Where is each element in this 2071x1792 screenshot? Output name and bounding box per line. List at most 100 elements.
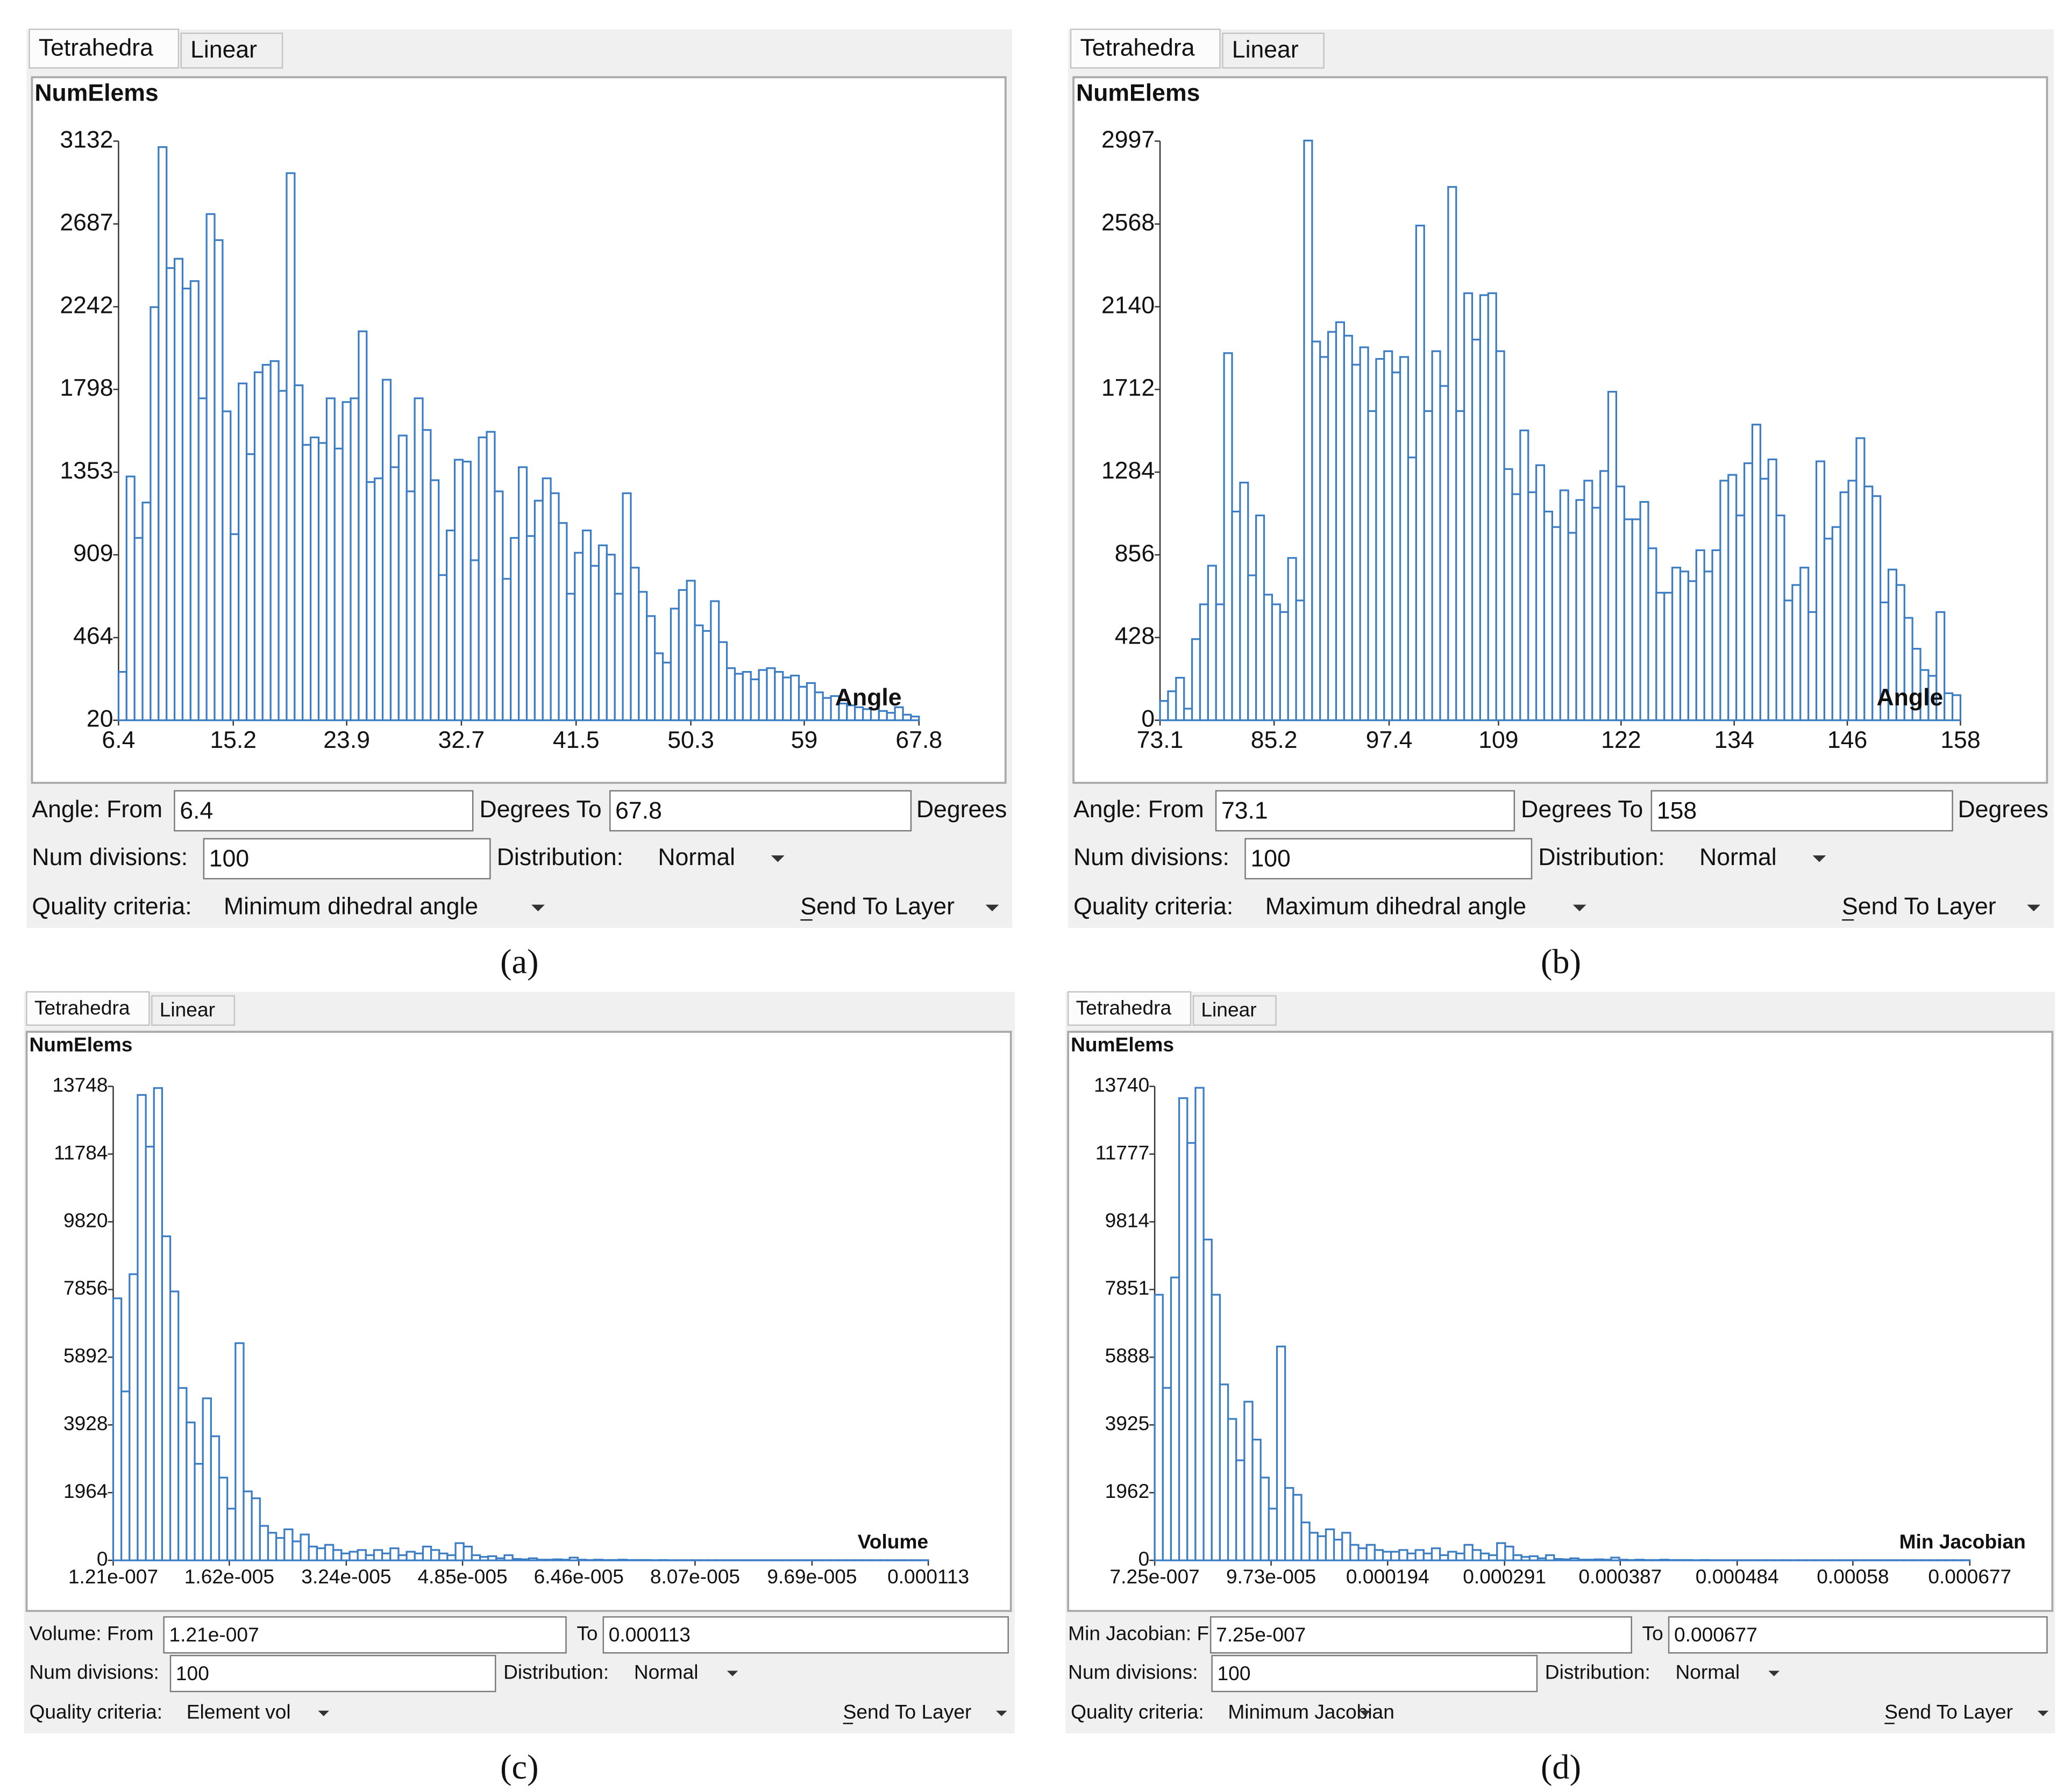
bar [1319, 356, 1329, 722]
x-tick-label: 7.25e-007 [1110, 1565, 1200, 1588]
bar [333, 447, 344, 722]
bar [397, 434, 408, 722]
bar [870, 708, 880, 722]
x-tick-label: 3.24e-005 [301, 1565, 391, 1588]
tab-label: Linear [190, 37, 257, 63]
bar [125, 475, 136, 722]
x-tick-label: 0.000484 [1696, 1565, 1779, 1588]
bar [1807, 611, 1818, 722]
bar [1373, 1549, 1384, 1561]
text-field[interactable] [1209, 1616, 1632, 1654]
criteria-value[interactable]: Maximum dihedral angle [1265, 894, 1526, 920]
bar [1847, 480, 1858, 722]
send-to-layer[interactable]: Send To Layer [1842, 894, 1996, 920]
bar [381, 1552, 392, 1561]
bar [469, 559, 480, 722]
bar [1479, 1552, 1490, 1561]
bar [197, 397, 208, 722]
bar [1479, 294, 1489, 722]
tab[interactable] [180, 32, 283, 69]
x-tick-label: 23.9 [323, 727, 370, 753]
x-tick-label: 134 [1714, 727, 1754, 753]
bar [1439, 1554, 1449, 1561]
send-to-layer[interactable]: Send To Layer [1884, 1701, 2013, 1723]
bar [622, 492, 632, 722]
distribution-label: Distribution: [497, 844, 623, 870]
y-axis-label: NumElems [29, 1033, 132, 1056]
send-to-layer[interactable]: Send To Layer [800, 894, 955, 920]
tab[interactable] [1070, 28, 1221, 69]
bar [670, 608, 680, 722]
tab[interactable] [1192, 995, 1277, 1026]
bar [1263, 594, 1273, 722]
bar [218, 1476, 229, 1561]
text-field[interactable] [609, 790, 912, 832]
text-field[interactable] [174, 790, 474, 832]
y-axis-label: NumElems [34, 80, 158, 106]
criteria-value[interactable]: Element vol [187, 1701, 291, 1723]
bar [446, 529, 456, 722]
bar [814, 691, 824, 722]
bar [494, 490, 504, 722]
y-tick-label: 11777 [1095, 1141, 1149, 1163]
text-field[interactable] [1244, 838, 1533, 880]
divisions-label: Num divisions: [1068, 1660, 1198, 1683]
distribution-value[interactable]: Normal [634, 1660, 699, 1683]
bar [1631, 518, 1641, 722]
divisions-label: Num divisions: [32, 844, 188, 870]
bar [1703, 570, 1713, 722]
bar [1536, 1557, 1547, 1561]
dropdown-arrow [2037, 1710, 2049, 1717]
tab[interactable] [1067, 991, 1192, 1026]
text-field-value: 158 [1657, 797, 1697, 824]
text-field-value: 0.000677 [1674, 1623, 1757, 1646]
text-field[interactable] [1668, 1616, 2048, 1654]
distribution-value[interactable]: Normal [1699, 844, 1777, 870]
text-field[interactable] [1211, 1654, 1538, 1693]
bar [694, 624, 704, 722]
y-tick-label: 3928 [63, 1412, 108, 1434]
text-field[interactable] [163, 1616, 567, 1654]
tab[interactable] [26, 991, 150, 1026]
bar [503, 1554, 514, 1561]
dropdown-arrow [1360, 1710, 1371, 1717]
text-field[interactable] [602, 1616, 1009, 1654]
criteria-value[interactable]: Minimum dihedral angle [224, 894, 478, 920]
text-field[interactable] [203, 838, 491, 880]
bar [766, 667, 776, 722]
send-to-layer[interactable]: Send To Layer [843, 1701, 972, 1723]
tab[interactable] [151, 995, 236, 1026]
bar [1455, 410, 1465, 722]
x-tick-label: 50.3 [667, 727, 714, 753]
text-field[interactable] [169, 1654, 496, 1693]
tab[interactable] [1222, 32, 1325, 69]
bar [186, 1422, 196, 1561]
unit-label: Degrees [916, 796, 1007, 823]
bar [1255, 515, 1265, 722]
bar [774, 671, 784, 722]
y-axis-label: NumElems [1071, 1033, 1174, 1056]
bar [1855, 437, 1866, 722]
bar [1615, 486, 1625, 722]
x-axis-label: Angle [835, 684, 902, 711]
to-label: To [1642, 1622, 1663, 1645]
text-field[interactable] [1215, 790, 1515, 832]
caption: (d) [1541, 1748, 1581, 1786]
tab[interactable] [29, 28, 180, 69]
bar [1398, 1549, 1408, 1561]
bar [1655, 591, 1666, 722]
bar [1495, 350, 1505, 722]
bar [348, 1551, 359, 1561]
bar [734, 673, 744, 722]
from-label: Volume: From [29, 1622, 153, 1645]
bar [806, 682, 816, 722]
bar [1243, 1401, 1254, 1561]
text-field[interactable] [1650, 790, 1953, 832]
bar [1496, 1542, 1506, 1561]
y-tick-label: 20 [87, 705, 113, 732]
distribution-value[interactable]: Normal [658, 844, 735, 870]
distribution-value[interactable]: Normal [1675, 1660, 1740, 1683]
bar [422, 1545, 432, 1561]
bar [1399, 356, 1410, 722]
bar [267, 1532, 277, 1561]
